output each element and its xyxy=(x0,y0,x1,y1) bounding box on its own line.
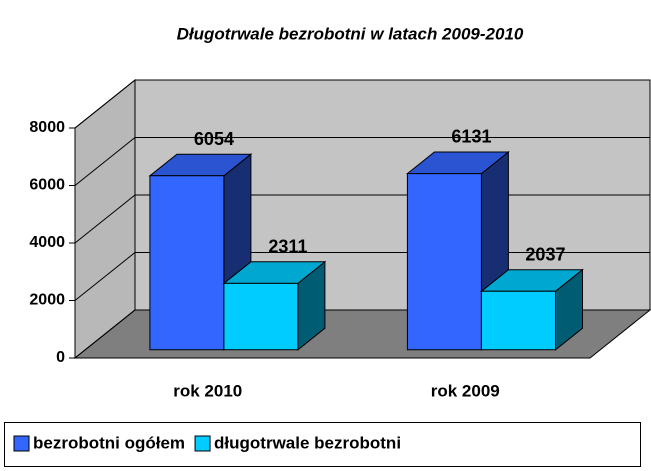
y-tick-label: 4000 xyxy=(29,234,65,251)
legend-box xyxy=(4,422,641,467)
value-label: 6131 xyxy=(451,127,491,147)
legend-swatch xyxy=(194,435,211,452)
value-label: 6054 xyxy=(194,129,234,149)
bar xyxy=(149,175,225,351)
value-label: 2311 xyxy=(268,237,307,257)
y-tick-label: 0 xyxy=(56,349,65,366)
value-label: 2037 xyxy=(525,244,565,264)
y-tick-label: 2000 xyxy=(29,292,65,309)
chart-title: Długotrwale bezrobotni w latach 2009-201… xyxy=(177,24,524,43)
bar xyxy=(480,290,556,351)
bar xyxy=(406,173,482,351)
grid-line xyxy=(74,137,650,186)
legend-label: długotrwale bezrobotni xyxy=(214,433,401,452)
x-tick-label: rok 2009 xyxy=(431,381,500,400)
y-tick-label: 6000 xyxy=(29,177,65,194)
x-tick-label: rok 2010 xyxy=(173,381,242,400)
legend-swatch xyxy=(13,435,30,452)
bar xyxy=(223,282,299,351)
grid-line xyxy=(74,79,650,129)
legend-label: bezrobotni ogółem xyxy=(33,433,185,452)
y-tick-label: 8000 xyxy=(29,119,65,136)
